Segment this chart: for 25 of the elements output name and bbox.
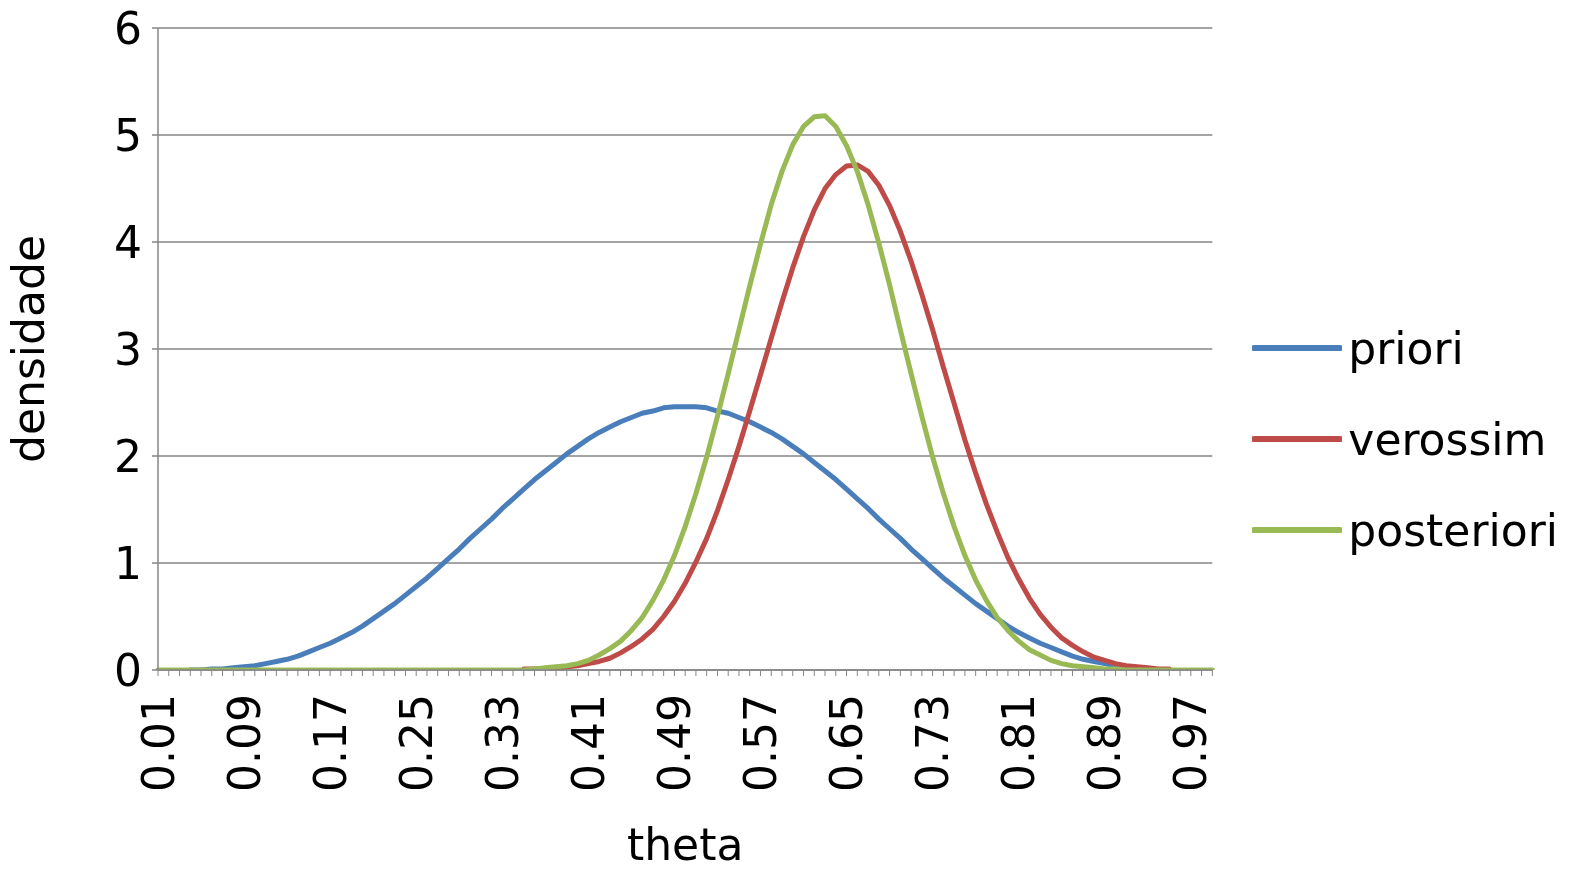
legend-label: priori [1348, 322, 1464, 374]
y-tick-label: 2 [114, 430, 142, 482]
y-tick-label: 3 [114, 323, 142, 375]
x-tick-label: 0.01 [132, 694, 184, 792]
y-tick-label: 1 [114, 537, 142, 589]
x-tick-label: 0.49 [648, 694, 700, 792]
x-tick-label: 0.65 [821, 694, 873, 792]
x-tick-label: 0.97 [1165, 694, 1217, 792]
legend-label: posteriori [1348, 504, 1558, 556]
x-tick-label: 0.33 [476, 694, 528, 792]
y-axis-title: densidade [2, 235, 54, 463]
x-tick-label: 0.81 [993, 694, 1045, 792]
x-tick-label: 0.73 [907, 694, 959, 792]
x-tick-label: 0.09 [218, 694, 270, 792]
x-axis-title: theta [626, 819, 744, 870]
x-tick-label: 0.89 [1079, 694, 1131, 792]
legend-label: verossim [1348, 413, 1547, 465]
x-tick-label: 0.25 [390, 694, 442, 792]
y-tick-label: 6 [114, 2, 142, 54]
y-tick-label: 4 [114, 216, 142, 268]
y-tick-label: 0 [114, 644, 142, 696]
x-tick-label: 0.41 [562, 694, 614, 792]
x-tick-label: 0.17 [304, 694, 356, 792]
y-tick-label: 5 [114, 109, 142, 161]
x-tick-label: 0.57 [734, 694, 786, 792]
